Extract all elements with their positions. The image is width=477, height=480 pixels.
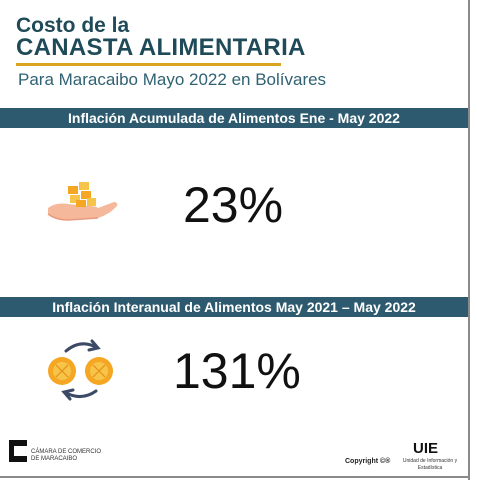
chamber-logo-line2: DE MARACAIBO <box>31 456 78 462</box>
chamber-logo-icon <box>9 440 27 462</box>
chamber-logo-line1: CÁMARA DE COMERCIO <box>31 449 102 455</box>
uie-logo-title: UIE <box>413 440 439 457</box>
coin-exchange-icon <box>48 339 113 401</box>
title-line-2: CANASTA ALIMENTARIA <box>16 34 306 61</box>
uie-logo-subtitle: Unidad de Información y Estadística <box>402 458 458 471</box>
title-underline <box>16 63 281 66</box>
subtitle: Para Maracaibo Mayo 2022 en Bolívares <box>18 70 327 89</box>
accumulated-inflation-value: 23% <box>183 177 284 233</box>
page-border-bottom <box>0 476 470 478</box>
section-band-accumulated: Inflación Acumulada de Alimentos Ene - M… <box>0 108 468 128</box>
section-band-interannual: Inflación Interanual de Alimentos May 20… <box>0 297 468 317</box>
interannual-inflation-value: 131% <box>173 343 301 399</box>
copyright-text: Copyright ©® <box>345 458 391 465</box>
chamber-logo-text: CÁMARA DE COMERCIO DE MARACAIBO <box>31 449 101 463</box>
title-line-1: Costo de la <box>16 14 130 37</box>
coins-in-hand-icon <box>47 182 118 221</box>
page-border-right <box>468 0 470 480</box>
